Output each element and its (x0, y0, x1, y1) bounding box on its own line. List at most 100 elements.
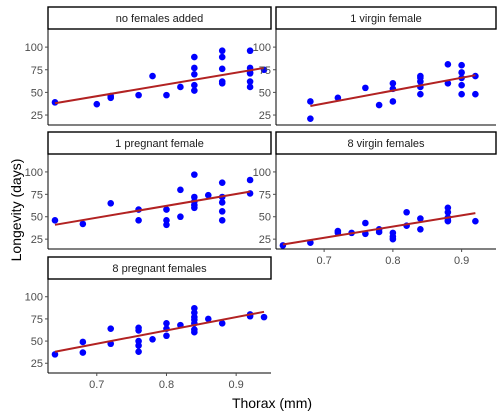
facet-strip (47, 256, 272, 280)
y-tick-label: 25 (259, 234, 271, 246)
data-point (79, 220, 87, 228)
data-point (135, 348, 142, 356)
data-point (204, 191, 212, 199)
data-point (218, 320, 226, 327)
facet-panel: 8 pregnant females 25 50 75 100 0.7 0.8 0.9 (25, 256, 272, 391)
data-point (218, 217, 226, 224)
x-tick-label: 0.7 (89, 379, 104, 391)
y-tick-label: 25 (259, 110, 271, 122)
data-point (163, 221, 170, 229)
data-point (191, 171, 198, 178)
data-point (334, 94, 342, 102)
data-point (458, 69, 465, 76)
data-point (218, 53, 226, 61)
data-point (218, 179, 226, 186)
data-point (246, 47, 254, 55)
data-point (417, 225, 424, 233)
fit-line (54, 310, 265, 353)
data-point (177, 213, 184, 221)
facet-panel: 8 virgin females 25 50 75 100 0.7 0.8 0.9 (253, 131, 497, 267)
y-tick-label: 25 (31, 358, 43, 370)
data-point (362, 84, 369, 92)
x-axis-title: Thorax (mm) (232, 395, 312, 411)
data-point (218, 65, 226, 73)
data-point (135, 91, 142, 99)
y-tick-label: 50 (31, 336, 43, 348)
data-point (417, 72, 424, 80)
data-point (191, 193, 198, 201)
data-point (163, 91, 170, 99)
fit-line (54, 66, 265, 105)
data-point (444, 61, 452, 68)
y-tick-label: 25 (31, 110, 43, 122)
data-point (389, 233, 397, 240)
x-tick-label: 0.9 (454, 255, 469, 267)
data-point (191, 53, 198, 61)
data-point (444, 80, 452, 87)
data-point (246, 78, 254, 85)
data-point (218, 78, 226, 85)
data-point (403, 208, 410, 216)
facet-title: 8 virgin females (347, 138, 425, 150)
data-point (163, 332, 170, 340)
facet-panel: 1 pregnant female 25 50 75 100 (25, 131, 272, 250)
y-tick-label: 25 (31, 234, 43, 246)
data-point (307, 98, 314, 105)
data-point (135, 342, 142, 349)
y-tick-label: 100 (253, 167, 271, 179)
y-tick-label: 75 (31, 65, 43, 77)
fit-line (282, 212, 476, 246)
data-point (246, 83, 254, 91)
data-point (191, 81, 198, 89)
data-point (444, 217, 452, 225)
y-tick-label: 75 (31, 314, 43, 326)
data-point (177, 186, 184, 194)
facet-panel: 1 virgin female 25 50 75 100 (253, 6, 497, 126)
x-tick-label: 0.8 (385, 255, 400, 267)
fit-line (54, 190, 251, 226)
data-point (362, 219, 369, 227)
data-point (107, 199, 115, 207)
data-point (417, 215, 424, 222)
x-tick-label: 0.8 (159, 379, 174, 391)
data-point (149, 72, 156, 80)
data-point (260, 313, 268, 321)
facet-strip (275, 131, 497, 155)
data-point (163, 206, 170, 213)
data-point (149, 336, 156, 343)
y-tick-label: 50 (31, 87, 43, 99)
y-tick-label: 75 (31, 189, 43, 201)
data-point (51, 351, 59, 358)
y-tick-label: 50 (259, 87, 271, 99)
data-point (375, 101, 383, 109)
x-tick-label: 0.9 (229, 379, 244, 391)
data-point (135, 327, 142, 334)
y-tick-label: 50 (259, 212, 271, 224)
data-point (472, 90, 479, 98)
data-point (79, 349, 87, 356)
data-point (93, 100, 101, 108)
data-point (218, 199, 226, 206)
data-point (191, 328, 198, 336)
data-point (204, 315, 212, 323)
y-tick-label: 100 (25, 292, 43, 304)
data-point (307, 115, 314, 122)
y-tick-label: 100 (253, 42, 271, 54)
fit-line (310, 74, 476, 107)
facet-title: 1 pregnant female (115, 138, 204, 150)
data-point (218, 47, 226, 55)
facet-title: 8 pregnant females (112, 263, 207, 275)
data-point (191, 64, 198, 72)
facet-strip (47, 131, 272, 155)
data-point (218, 208, 226, 215)
data-point (191, 87, 198, 94)
data-point (389, 80, 397, 87)
data-point (458, 61, 465, 69)
y-tick-label: 75 (259, 65, 271, 77)
data-point (51, 217, 59, 224)
data-point (279, 242, 287, 249)
data-point (389, 98, 397, 105)
data-point (107, 325, 115, 332)
y-tick-label: 75 (259, 189, 271, 201)
